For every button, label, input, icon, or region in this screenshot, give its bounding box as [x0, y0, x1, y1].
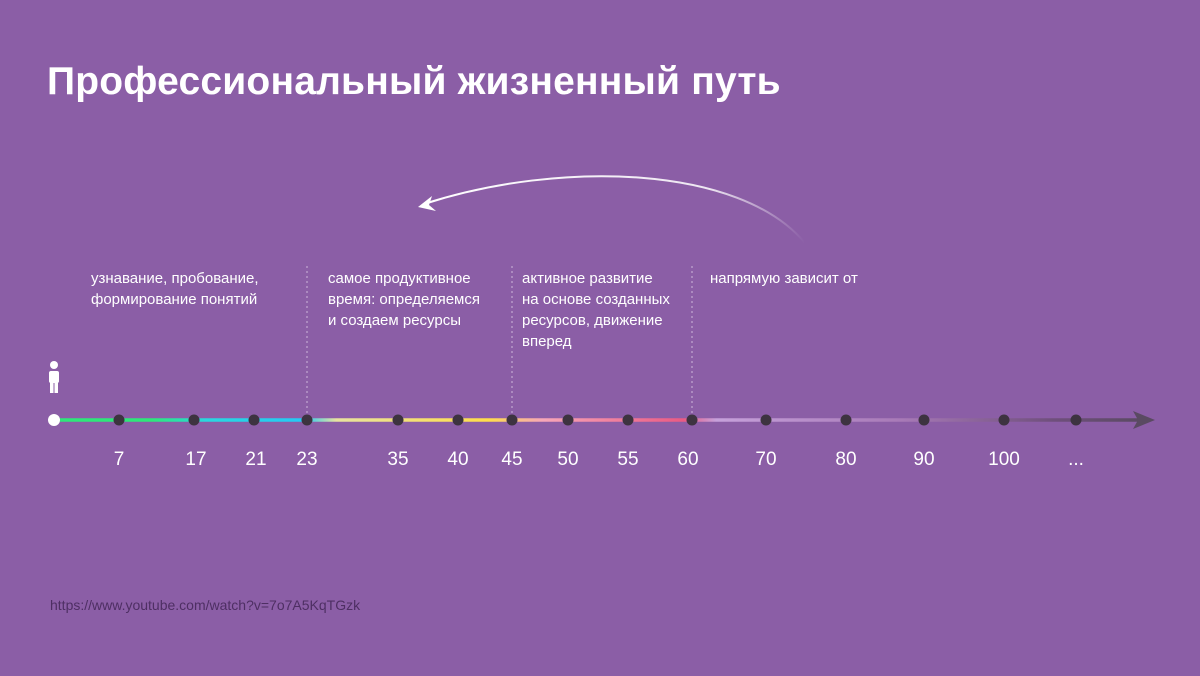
curved-arrow-left-icon — [423, 175, 806, 244]
arrow-right-icon — [1133, 411, 1155, 429]
timeline-dot-70 — [760, 414, 772, 426]
tick-label: 21 — [245, 449, 267, 470]
timeline-start-dot — [48, 414, 60, 426]
tick-label: 40 — [447, 449, 469, 470]
timeline-dot-moremoremore — [1070, 414, 1082, 426]
timeline-dot-21 — [248, 414, 260, 426]
timeline-dot-45 — [506, 414, 518, 426]
person-icon — [49, 361, 59, 393]
timeline-dot-80 — [840, 414, 852, 426]
tick-label: 100 — [988, 449, 1020, 470]
curved-arrow-head — [418, 196, 436, 211]
timeline-dot-100 — [998, 414, 1010, 426]
timeline-dot-7 — [113, 414, 125, 426]
tick-label: 55 — [617, 449, 639, 470]
tick-label: 45 — [501, 449, 523, 470]
timeline-dot-23 — [301, 414, 313, 426]
phase-3-text: активное развитие на основе созданных ре… — [522, 270, 670, 350]
page-title: Профессиональный жизненный путь — [47, 60, 781, 103]
tick-label: 7 — [113, 449, 125, 470]
phase-2-text: самое продуктивное время: определяемся и… — [328, 270, 480, 329]
tick-label: 80 — [835, 449, 857, 470]
timeline-dot-50 — [562, 414, 574, 426]
tick-label: ... — [1068, 449, 1084, 470]
timeline-dot-40 — [452, 414, 464, 426]
tick-label: 35 — [387, 449, 409, 470]
timeline-dot-90 — [918, 414, 930, 426]
tick-label: 90 — [913, 449, 935, 470]
timeline-dot-35 — [392, 414, 404, 426]
tick-label: 70 — [755, 449, 777, 470]
phase-4-text: напрямую зависит от — [710, 270, 858, 287]
tick-label: 60 — [677, 449, 699, 470]
timeline-dot-17 — [188, 414, 200, 426]
tick-label: 23 — [296, 449, 318, 470]
tick-label: 17 — [185, 449, 207, 470]
timeline-dot-55 — [622, 414, 634, 426]
phase-1-text: узнавание, пробование, формирование поня… — [91, 270, 259, 308]
source-link[interactable]: https://www.youtube.com/watch?v=7o7A5KqT… — [50, 597, 361, 613]
tick-label: 50 — [557, 449, 579, 470]
timeline-dot-60 — [686, 414, 698, 426]
